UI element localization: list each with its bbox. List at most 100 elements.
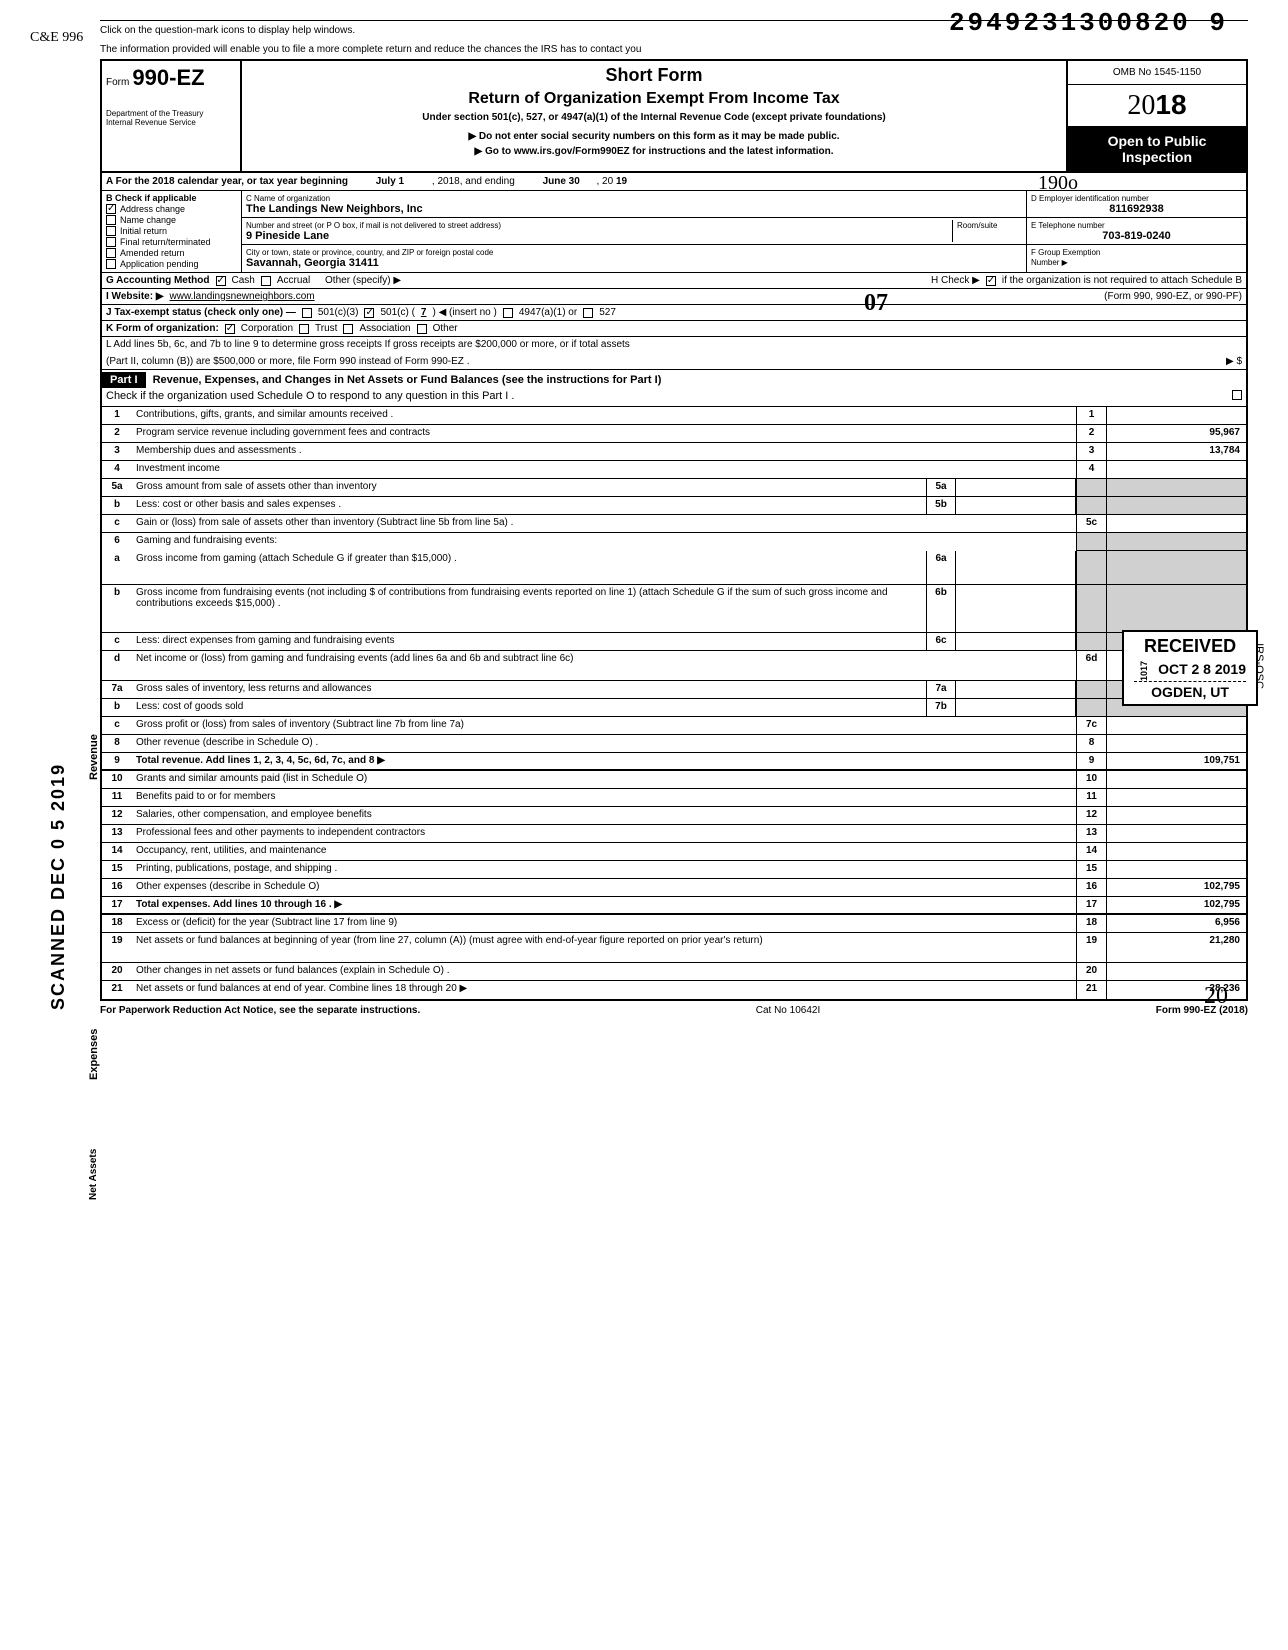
e-phone: 703-819-0240 <box>1031 230 1242 242</box>
chk-other-org[interactable] <box>417 324 427 334</box>
chk-501c3[interactable] <box>302 308 312 318</box>
e-phone-label: E Telephone number <box>1031 221 1105 230</box>
h-text2: (Form 990, 990-EZ, or 990-PF) <box>1104 291 1242 302</box>
line-8-num: 8 <box>102 735 132 752</box>
lbl-final-return: Final return/terminated <box>120 237 211 247</box>
chk-name-change[interactable] <box>106 215 116 225</box>
chk-cash[interactable] <box>216 276 226 286</box>
line-6b-desc: Gross income from fundraising events (no… <box>132 585 926 632</box>
lbl-assoc: Association <box>359 323 410 334</box>
line-11-val <box>1106 789 1246 806</box>
line-6b: b Gross income from fundraising events (… <box>102 585 1246 633</box>
line-19-rnum: 19 <box>1076 933 1106 962</box>
line-3-desc: Membership dues and assessments . <box>132 443 1076 460</box>
line-4-rnum: 4 <box>1076 461 1106 478</box>
chk-initial-return[interactable] <box>106 226 116 236</box>
line-21-desc: Net assets or fund balances at end of ye… <box>132 981 1076 999</box>
line-19-val: 21,280 <box>1106 933 1246 962</box>
lbl-other-org: Other <box>433 323 458 334</box>
chk-association[interactable] <box>343 324 353 334</box>
line-2-num: 2 <box>102 425 132 442</box>
line-17: 17Total expenses. Add lines 10 through 1… <box>102 897 1246 915</box>
line-6: 6 Gaming and fundraising events: <box>102 533 1246 551</box>
form-header: Form 990-EZ Department of the Treasury I… <box>102 61 1246 173</box>
line-1-rnum: 1 <box>1076 407 1106 424</box>
line-7b-inum: 7b <box>926 699 956 716</box>
chk-501c[interactable] <box>364 308 374 318</box>
line-6b-ival <box>956 585 1076 632</box>
line-15-num: 15 <box>102 861 132 878</box>
l-arrow: ▶ $ <box>1226 356 1242 367</box>
line-10-num: 10 <box>102 771 132 788</box>
line-15: 15Printing, publications, postage, and s… <box>102 861 1246 879</box>
line-6c: c Less: direct expenses from gaming and … <box>102 633 1246 651</box>
line-18-desc: Excess or (deficit) for the year (Subtra… <box>132 915 1076 932</box>
chk-application-pending[interactable] <box>106 259 116 269</box>
chk-accrual[interactable] <box>261 276 271 286</box>
l-text1: L Add lines 5b, 6c, and 7b to line 9 to … <box>106 339 1242 350</box>
line-16-rnum: 16 <box>1076 879 1106 896</box>
line-8: 8 Other revenue (describe in Schedule O)… <box>102 735 1246 753</box>
line-6b-rnum <box>1076 585 1106 632</box>
c-city: Savannah, Georgia 31411 <box>246 257 379 269</box>
chk-amended-return[interactable] <box>106 248 116 258</box>
line-6a-ival <box>956 551 1076 584</box>
line-12-desc: Salaries, other compensation, and employ… <box>132 807 1076 824</box>
chk-schedule-b[interactable] <box>986 276 996 286</box>
help-text-2: The information provided will enable you… <box>100 40 1248 55</box>
open-line2: Inspection <box>1072 149 1242 165</box>
d-ein-label: D Employer identification number <box>1031 194 1149 203</box>
line-9-rnum: 9 <box>1076 753 1106 769</box>
line-20: 20Other changes in net assets or fund ba… <box>102 963 1246 981</box>
line-5b-num: b <box>102 497 132 514</box>
line-6b-rval <box>1106 585 1246 632</box>
h-label: H Check ▶ <box>931 275 980 286</box>
line-a-endyear: 19 <box>616 176 627 187</box>
header-left: Form 990-EZ Department of the Treasury I… <box>102 61 242 171</box>
chk-trust[interactable] <box>299 324 309 334</box>
omb-number: OMB No 1545-1150 <box>1068 61 1246 85</box>
line-5c: c Gain or (loss) from sale of assets oth… <box>102 515 1246 533</box>
line-7c-num: c <box>102 717 132 734</box>
line-18-val: 6,956 <box>1106 915 1246 932</box>
line-10-desc: Grants and similar amounts paid (list in… <box>132 771 1076 788</box>
lbl-initial-return: Initial return <box>120 226 167 236</box>
margin-scribble: C&E 996 <box>30 30 83 46</box>
line-6-rnum <box>1076 533 1106 551</box>
header-middle: Short Form Return of Organization Exempt… <box>242 61 1066 171</box>
line-3-val: 13,784 <box>1106 443 1246 460</box>
line-5b-rval <box>1106 497 1246 514</box>
col-def: D Employer identification number81169293… <box>1026 191 1246 272</box>
chk-527[interactable] <box>583 308 593 318</box>
chk-final-return[interactable] <box>106 237 116 247</box>
chk-corporation[interactable] <box>225 324 235 334</box>
i-label: I Website: ▶ <box>106 291 164 302</box>
line-16-desc: Other expenses (describe in Schedule O) <box>132 879 1076 896</box>
part-1-title: Revenue, Expenses, and Changes in Net As… <box>153 374 662 386</box>
line-7b-ival <box>956 699 1076 716</box>
line-20-rnum: 20 <box>1076 963 1106 980</box>
dept-irs: Internal Revenue Service <box>106 118 236 127</box>
line-11: 11Benefits paid to or for members11 <box>102 789 1246 807</box>
line-18-rnum: 18 <box>1076 915 1106 932</box>
line-9-num: 9 <box>102 753 132 769</box>
line-4-num: 4 <box>102 461 132 478</box>
line-5a-ival <box>956 479 1076 496</box>
chk-4947[interactable] <box>503 308 513 318</box>
part-1-header: Part I Revenue, Expenses, and Changes in… <box>102 370 1246 407</box>
line-13-num: 13 <box>102 825 132 842</box>
form-number: 990-EZ <box>132 65 204 90</box>
chk-address-change[interactable] <box>106 204 116 214</box>
line-13-val <box>1106 825 1246 842</box>
line-7a: 7a Gross sales of inventory, less return… <box>102 681 1246 699</box>
line-19-num: 19 <box>102 933 132 962</box>
line-14-desc: Occupancy, rent, utilities, and maintena… <box>132 843 1076 860</box>
line-20-desc: Other changes in net assets or fund bala… <box>132 963 1076 980</box>
lbl-trust: Trust <box>315 323 337 334</box>
chk-schedule-o[interactable] <box>1232 390 1242 400</box>
part-1-check-text: Check if the organization used Schedule … <box>106 390 1232 402</box>
open-to-public: Open to Public Inspection <box>1068 127 1246 171</box>
line-10: 10Grants and similar amounts paid (list … <box>102 771 1246 789</box>
line-14-num: 14 <box>102 843 132 860</box>
line-7b-rnum <box>1076 699 1106 716</box>
